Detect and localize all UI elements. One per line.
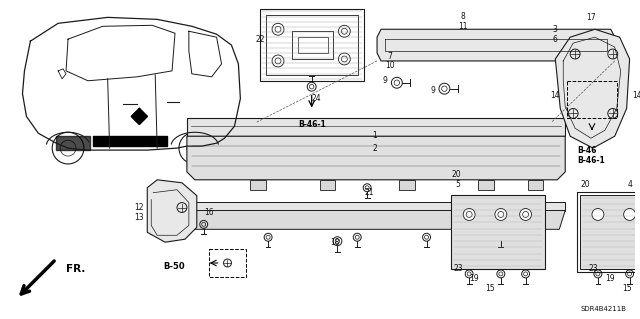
Text: B-50: B-50 bbox=[163, 263, 185, 271]
Text: 20: 20 bbox=[451, 170, 461, 179]
Text: 13: 13 bbox=[134, 213, 144, 222]
Text: 14: 14 bbox=[550, 91, 560, 100]
Bar bbox=[451, 195, 545, 269]
Bar bbox=[580, 195, 640, 269]
Bar bbox=[319, 180, 335, 190]
Text: 9: 9 bbox=[430, 86, 435, 95]
Text: FR.: FR. bbox=[66, 264, 85, 274]
Text: B-46-1: B-46-1 bbox=[577, 156, 605, 165]
Text: 23: 23 bbox=[588, 264, 598, 273]
Text: 3: 3 bbox=[553, 25, 557, 34]
Text: 11: 11 bbox=[458, 22, 468, 31]
Text: B-46: B-46 bbox=[577, 146, 596, 155]
Polygon shape bbox=[147, 180, 196, 242]
Circle shape bbox=[463, 209, 475, 220]
Bar bbox=[209, 249, 246, 277]
Bar bbox=[187, 202, 565, 211]
Bar bbox=[250, 180, 266, 190]
Circle shape bbox=[339, 25, 350, 37]
Text: 21: 21 bbox=[364, 188, 374, 197]
Text: 16: 16 bbox=[204, 208, 214, 217]
Circle shape bbox=[520, 209, 532, 220]
Text: 4: 4 bbox=[627, 180, 632, 189]
Text: 19: 19 bbox=[605, 274, 614, 283]
Circle shape bbox=[592, 209, 604, 220]
Text: 12: 12 bbox=[134, 203, 144, 212]
Text: 17: 17 bbox=[586, 13, 596, 22]
Text: 8: 8 bbox=[461, 12, 465, 21]
Bar bbox=[298, 37, 328, 53]
Text: B-46-1: B-46-1 bbox=[298, 120, 326, 130]
Text: 18: 18 bbox=[331, 238, 340, 247]
Circle shape bbox=[272, 23, 284, 35]
Polygon shape bbox=[131, 108, 147, 124]
Text: 5: 5 bbox=[456, 180, 461, 189]
Text: 15: 15 bbox=[622, 284, 632, 293]
Text: 24: 24 bbox=[312, 94, 321, 103]
Text: 20: 20 bbox=[580, 180, 590, 189]
Circle shape bbox=[272, 55, 284, 67]
Bar bbox=[577, 192, 640, 272]
Text: 7: 7 bbox=[387, 51, 392, 61]
Bar bbox=[266, 15, 358, 75]
Polygon shape bbox=[187, 211, 565, 229]
Text: 23: 23 bbox=[454, 264, 463, 273]
Bar bbox=[399, 180, 415, 190]
Circle shape bbox=[623, 209, 636, 220]
Polygon shape bbox=[556, 29, 630, 148]
Circle shape bbox=[339, 53, 350, 65]
Bar bbox=[260, 10, 364, 81]
Text: SDR4B4211B: SDR4B4211B bbox=[580, 306, 627, 312]
Bar bbox=[478, 180, 494, 190]
Bar bbox=[187, 118, 565, 136]
Text: 9: 9 bbox=[383, 76, 387, 85]
Polygon shape bbox=[377, 29, 615, 61]
Text: 15: 15 bbox=[485, 284, 495, 293]
Text: 6: 6 bbox=[553, 35, 557, 44]
Bar bbox=[567, 81, 617, 118]
Circle shape bbox=[495, 209, 507, 220]
Bar bbox=[527, 180, 543, 190]
Text: 1: 1 bbox=[372, 131, 378, 140]
Polygon shape bbox=[187, 136, 565, 180]
Text: 14: 14 bbox=[632, 91, 640, 100]
Text: 2: 2 bbox=[372, 144, 378, 152]
Bar bbox=[292, 31, 333, 59]
Text: 19: 19 bbox=[469, 274, 479, 283]
Text: 22: 22 bbox=[255, 35, 265, 44]
Text: 10: 10 bbox=[385, 61, 395, 70]
